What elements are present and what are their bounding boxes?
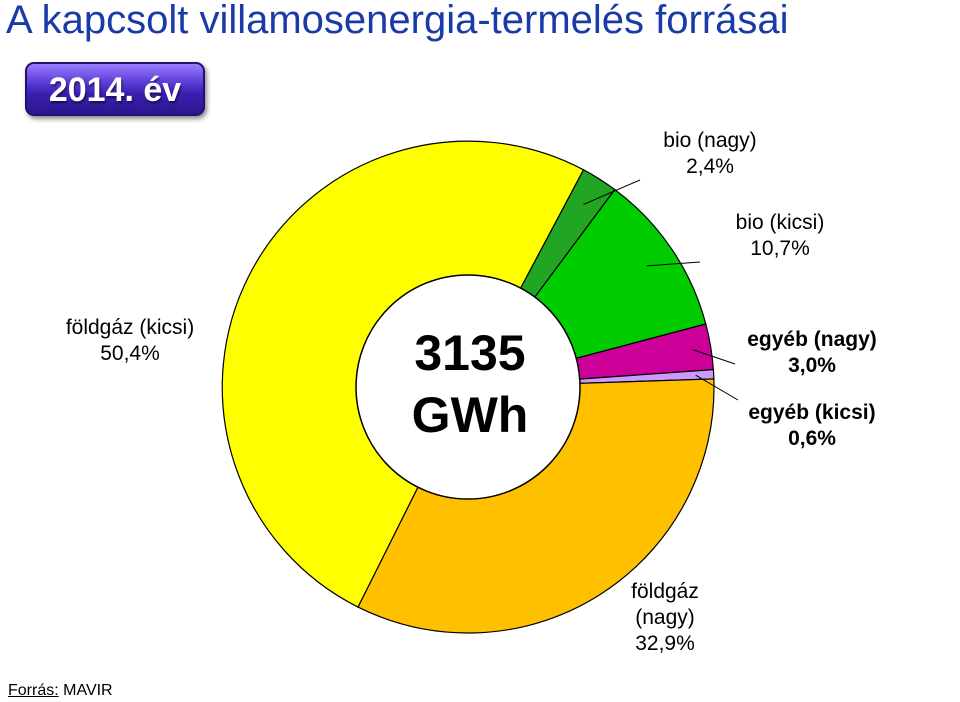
label-foldgaz-nagy: földgáz (nagy) 32,9%	[585, 579, 745, 657]
label-foldgaz-kicsi: földgáz (kicsi) 50,4%	[30, 315, 230, 367]
label-egyeb-kicsi: egyéb (kicsi) 0,6%	[712, 400, 912, 452]
label-bio-nagy: bio (nagy) 2,4%	[620, 128, 800, 180]
label-bio-kicsi: bio (kicsi) 10,7%	[690, 210, 870, 262]
label-foldgaz-nagy-line1: földgáz	[631, 580, 699, 603]
label-egyeb-nagy-pct: 3,0%	[788, 354, 836, 377]
label-foldgaz-kicsi-pct: 50,4%	[100, 342, 160, 365]
label-egyeb-kicsi-pct: 0,6%	[788, 427, 836, 450]
label-egyeb-nagy-name: egyéb (nagy)	[747, 328, 877, 351]
leader-line-bio-nagy	[583, 179, 641, 205]
year-label: 2014. év	[48, 71, 182, 109]
label-foldgaz-nagy-pct: 32,9%	[635, 632, 695, 655]
label-foldgaz-kicsi-name: földgáz (kicsi)	[65, 316, 195, 339]
label-egyeb-kicsi-name: egyéb (kicsi)	[748, 401, 876, 424]
label-bio-nagy-name: bio (nagy)	[663, 129, 757, 152]
donut-hole	[355, 274, 581, 500]
source-value: MAVIR	[63, 682, 113, 699]
center-value: 3135	[414, 325, 526, 381]
label-bio-kicsi-pct: 10,7%	[750, 237, 810, 260]
leader-line-egyeb-kicsi	[695, 374, 739, 401]
label-egyeb-nagy: egyéb (nagy) 3,0%	[712, 327, 912, 379]
year-badge: 2014. év	[25, 62, 205, 116]
center-label: 3135 GWh	[360, 322, 580, 446]
center-unit: GWh	[411, 387, 529, 443]
leader-line-bio-kicsi	[646, 261, 701, 267]
chart-title: A kapcsolt villamosenergia-termelés forr…	[6, 0, 789, 42]
source-label: Forrás:	[8, 682, 59, 699]
label-bio-kicsi-name: bio (kicsi)	[735, 211, 825, 234]
source-note: Forrás: MAVIR	[8, 682, 113, 700]
label-foldgaz-nagy-line2: (nagy)	[635, 606, 695, 629]
leader-line-egyeb-nagy	[692, 349, 736, 365]
label-bio-nagy-pct: 2,4%	[686, 155, 734, 178]
